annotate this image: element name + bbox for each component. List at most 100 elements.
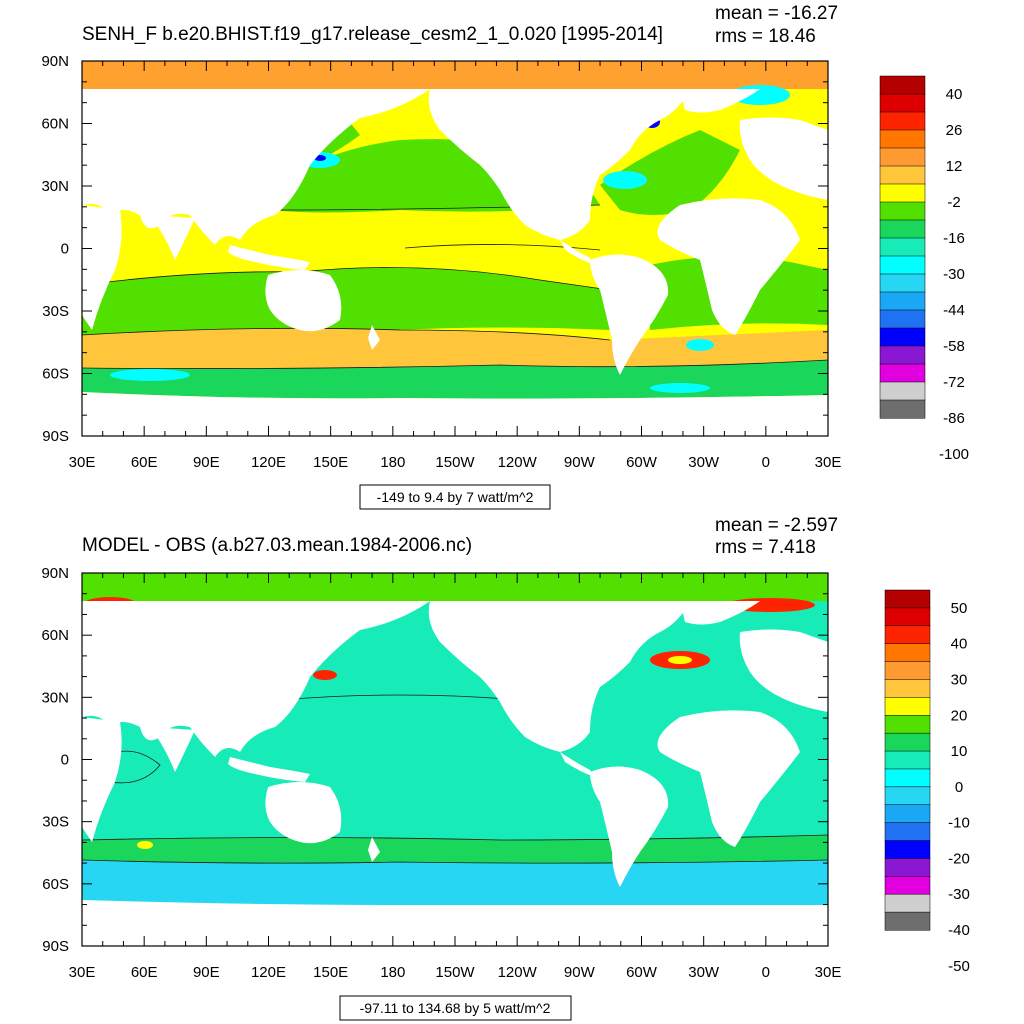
colorbar-swatch	[884, 715, 931, 734]
colorbar-swatch	[879, 111, 926, 131]
india-peninsula	[150, 215, 195, 260]
land-mask	[82, 89, 828, 436]
x-tick-label: 120E	[251, 964, 286, 981]
africa-continent	[82, 205, 122, 330]
x-tick-label: 60W	[626, 454, 658, 471]
colorbar: 50 40 30 20 10 0 -10 -20 -30 -40 -50	[884, 589, 970, 975]
x-tick-label: 60E	[131, 964, 158, 981]
indonesia	[228, 245, 310, 270]
x-tick-label: 90E	[193, 964, 220, 981]
colorbar-label: 12	[946, 158, 963, 175]
x-tick-label: 60W	[626, 964, 658, 981]
colorbar-swatch	[884, 589, 931, 609]
colorbar-swatch	[879, 327, 926, 347]
contour-line	[279, 694, 521, 701]
colorbar-swatch	[884, 750, 931, 770]
contour-line	[82, 327, 611, 341]
central-america	[560, 240, 595, 265]
central-america	[560, 752, 595, 777]
colorbar-swatch	[884, 661, 931, 681]
africa-east	[657, 710, 800, 847]
x-tick-label: 120W	[498, 454, 538, 471]
x-tick-label: 150E	[313, 454, 348, 471]
colorbar-label: -58	[943, 338, 965, 355]
colorbar-label: 40	[951, 636, 968, 653]
range-box	[359, 484, 551, 510]
y-tick-label: 60S	[42, 366, 69, 383]
southern-mid-band	[82, 328, 828, 369]
south-indian-anomaly	[137, 841, 153, 849]
south-america	[590, 254, 669, 375]
x-tick-label: 30W	[688, 454, 720, 471]
y-tick-label: 60N	[41, 627, 69, 644]
australia-continent	[265, 782, 342, 844]
range-label: -149 to 9.4 by 7 watt/m^2	[377, 489, 534, 505]
colorbar-label: -2	[947, 194, 960, 211]
colorbar-label: -50	[948, 958, 970, 975]
x-tick-label: 0	[762, 454, 770, 471]
colorbar-swatch	[884, 911, 931, 931]
x-tick-label: 30E	[69, 964, 96, 981]
south-america	[590, 766, 669, 887]
range-box	[339, 995, 572, 1021]
south-pacific-band	[82, 267, 610, 335]
colorbar-swatch	[884, 804, 931, 824]
y-tick-label: 30S	[42, 303, 69, 320]
colorbar-swatch	[884, 893, 931, 913]
north-america	[428, 601, 690, 752]
contour-line	[82, 859, 828, 864]
new-zealand	[368, 837, 380, 862]
panel-model-minus-obs: MODEL - OBS (a.b27.03.mean.1984-2006.nc)…	[41, 515, 970, 1021]
y-tick-label: 60N	[41, 116, 69, 133]
colorbar-label: -86	[943, 410, 965, 427]
colorbar-swatch	[879, 93, 926, 113]
colorbar-swatch	[879, 201, 926, 221]
colorbar-swatch	[884, 840, 931, 859]
asia-continent	[82, 601, 430, 757]
gulf-stream	[603, 171, 647, 189]
colorbar-label: 26	[946, 122, 963, 139]
colorbar: 40 26 12 -2 -16 -30 -44 -58 -72 -86 -100	[879, 75, 969, 463]
colorbar-label: 20	[951, 707, 968, 724]
north-america	[428, 89, 690, 240]
contour-line	[82, 359, 828, 369]
colorbar-swatch	[879, 273, 926, 293]
x-tick-label: 150W	[435, 964, 475, 981]
x-tick-label: 90W	[564, 454, 596, 471]
colorbar-swatch	[879, 291, 926, 311]
antarctica	[82, 392, 828, 436]
axes: 30E 60E 90E 120E 150E 180 150W 120W 90W 60W 30W 0 30…	[41, 53, 841, 471]
europe	[739, 117, 828, 200]
x-tick-label: 90W	[564, 964, 596, 981]
weddell-sea	[650, 383, 710, 393]
land-mask	[82, 601, 828, 946]
y-tick-label: 90N	[41, 565, 69, 582]
x-tick-label: 60E	[131, 454, 158, 471]
colorbar-label: 30	[951, 671, 968, 688]
panel-title: MODEL - OBS (a.b27.03.mean.1984-2006.nc)	[82, 535, 472, 556]
kuroshio-anomaly	[313, 670, 337, 680]
colorbar-swatch	[884, 643, 931, 663]
colorbar-label: -20	[948, 850, 970, 867]
x-tick-label: 30E	[815, 964, 842, 981]
x-tick-label: 120W	[498, 964, 538, 981]
map-field	[82, 61, 828, 436]
southern-ocean	[82, 360, 828, 399]
antarctica	[82, 900, 828, 946]
x-tick-label: 30E	[69, 454, 96, 471]
colorbar-label: -44	[943, 302, 965, 319]
south-indian-band	[110, 369, 190, 381]
colorbar-label: -72	[943, 374, 965, 391]
rms-stat: rms = 18.46	[715, 26, 816, 47]
colorbar-swatch	[884, 768, 931, 788]
x-tick-label: 180	[380, 964, 405, 981]
colorbar-swatch	[884, 607, 931, 627]
y-tick-label: 30N	[41, 178, 69, 195]
y-tick-label: 90S	[42, 428, 69, 445]
x-tick-label: 150E	[313, 964, 348, 981]
southern-ocean	[82, 860, 828, 905]
colorbar-swatch	[879, 309, 926, 329]
colorbar-label: -10	[948, 815, 970, 832]
x-tick-label: 180	[380, 454, 405, 471]
